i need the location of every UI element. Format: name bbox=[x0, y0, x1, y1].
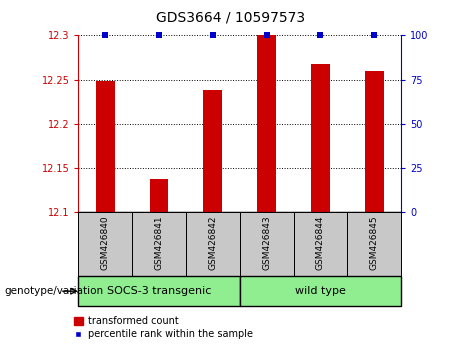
Bar bbox=[294, 212, 347, 276]
Text: GSM426840: GSM426840 bbox=[101, 216, 110, 270]
Text: SOCS-3 transgenic: SOCS-3 transgenic bbox=[107, 286, 211, 296]
Text: genotype/variation: genotype/variation bbox=[5, 286, 104, 296]
Bar bbox=[96, 80, 115, 212]
Bar bbox=[132, 212, 186, 276]
Bar bbox=[78, 276, 240, 306]
Text: GSM426844: GSM426844 bbox=[316, 216, 325, 270]
Bar bbox=[257, 35, 276, 212]
Bar bbox=[150, 179, 168, 212]
Bar bbox=[347, 212, 401, 276]
Bar bbox=[186, 212, 240, 276]
Bar bbox=[365, 71, 384, 212]
Text: GDS3664 / 10597573: GDS3664 / 10597573 bbox=[156, 11, 305, 25]
Bar bbox=[311, 64, 330, 212]
Bar bbox=[78, 212, 132, 276]
Text: GSM426841: GSM426841 bbox=[154, 216, 164, 270]
Bar bbox=[240, 276, 401, 306]
Text: GSM426842: GSM426842 bbox=[208, 216, 217, 270]
Bar bbox=[240, 212, 294, 276]
Text: GSM426845: GSM426845 bbox=[370, 216, 378, 270]
Bar bbox=[203, 90, 222, 212]
Legend: transformed count, percentile rank within the sample: transformed count, percentile rank withi… bbox=[74, 316, 253, 339]
Text: GSM426843: GSM426843 bbox=[262, 216, 271, 270]
Text: wild type: wild type bbox=[295, 286, 346, 296]
